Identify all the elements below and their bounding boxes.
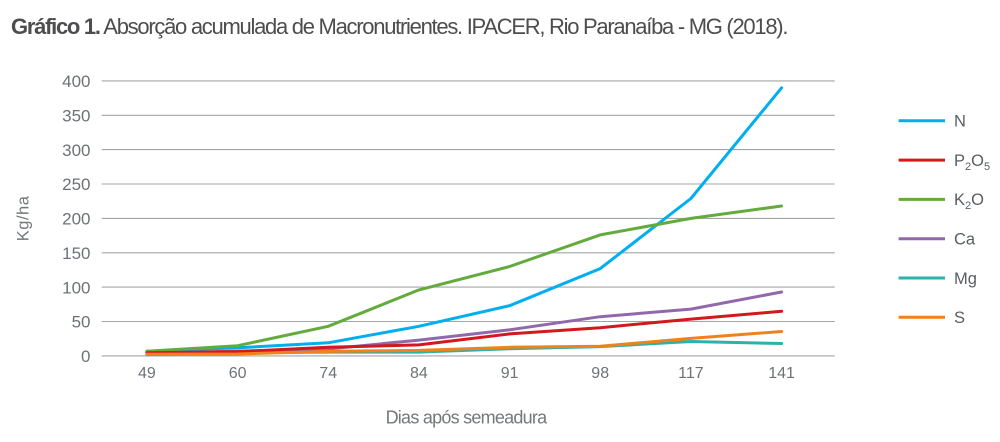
svg-text:Gráfico 1. Absorção acumulada: Gráfico 1. Absorção acumulada de Macronu… [11,14,787,39]
svg-text:84: 84 [410,365,428,382]
svg-text:150: 150 [62,244,90,263]
svg-text:Kg/ha: Kg/ha [15,195,33,241]
svg-text:60: 60 [229,365,247,382]
svg-text:N: N [954,113,966,131]
svg-text:91: 91 [501,365,519,382]
svg-text:98: 98 [591,365,609,382]
svg-text:250: 250 [62,175,90,194]
svg-text:300: 300 [62,141,90,160]
svg-text:50: 50 [72,313,91,332]
svg-text:49: 49 [138,365,156,382]
svg-text:0: 0 [81,347,90,366]
svg-text:200: 200 [62,210,90,229]
svg-text:Mg: Mg [954,270,977,288]
svg-text:117: 117 [678,365,704,382]
svg-text:S: S [954,309,965,327]
svg-text:100: 100 [62,278,90,297]
svg-text:350: 350 [62,107,90,126]
svg-text:Ca: Ca [954,231,976,249]
svg-text:P2O5: P2O5 [954,152,990,173]
svg-text:141: 141 [768,365,795,382]
svg-text:Dias após semeadura: Dias após semeadura [386,408,549,428]
svg-text:K2O: K2O [954,191,984,212]
svg-text:400: 400 [62,72,90,91]
svg-text:74: 74 [319,365,337,382]
